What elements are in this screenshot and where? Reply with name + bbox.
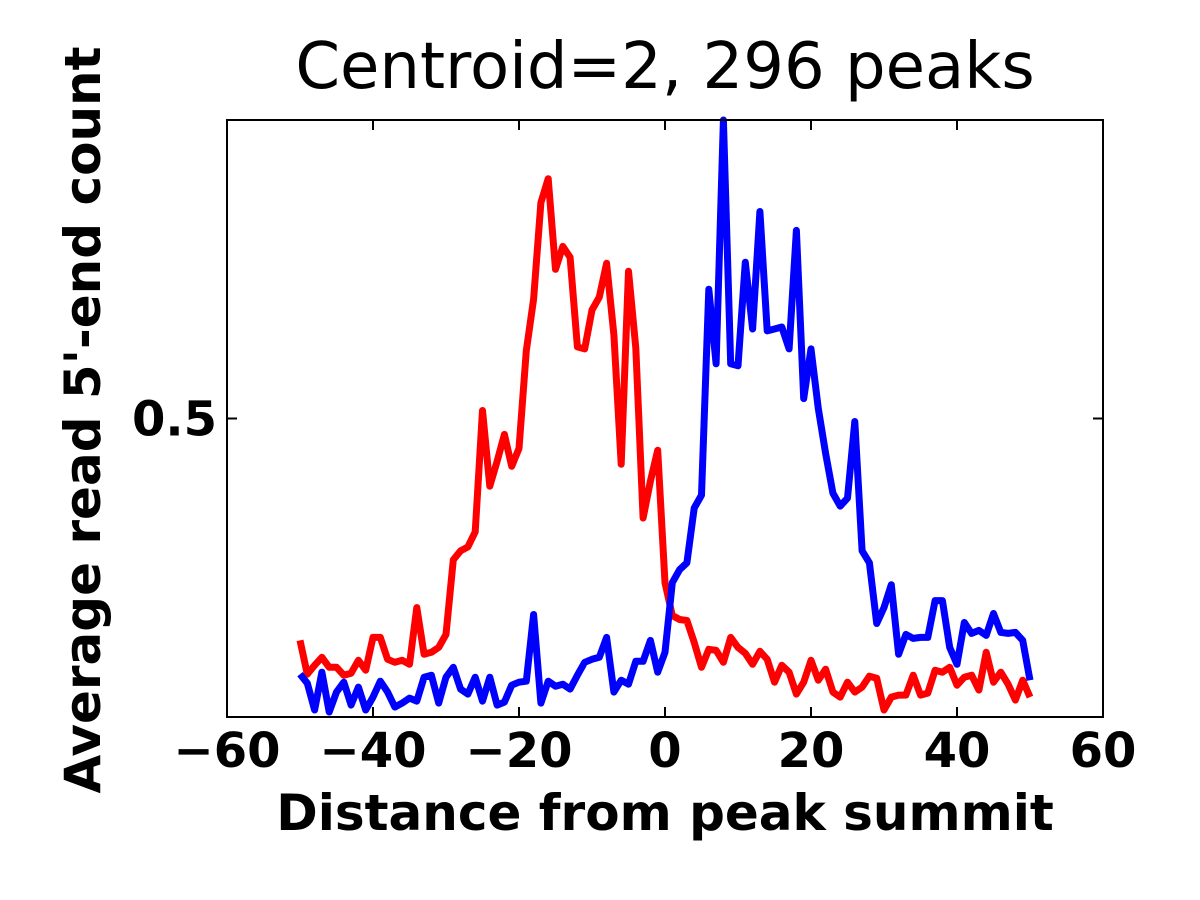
x-tick-label: 0 <box>648 723 681 779</box>
line-series <box>296 175 1034 714</box>
x-tick-label: 40 <box>924 723 991 779</box>
x-tick-label: 60 <box>1070 723 1137 779</box>
x-tick-label: −20 <box>465 723 572 779</box>
chart-title: Centroid=2, 296 peaks <box>295 30 1034 104</box>
line-series <box>297 116 1034 716</box>
x-tick-label: −60 <box>173 723 280 779</box>
x-axis-label: Distance from peak summit <box>276 784 1054 842</box>
x-tick-label: −40 <box>319 723 426 779</box>
y-axis-label: Average read 5'-end count <box>54 46 112 793</box>
x-tick-label: 20 <box>778 723 845 779</box>
y-tick-label: 0.5 <box>132 392 217 448</box>
